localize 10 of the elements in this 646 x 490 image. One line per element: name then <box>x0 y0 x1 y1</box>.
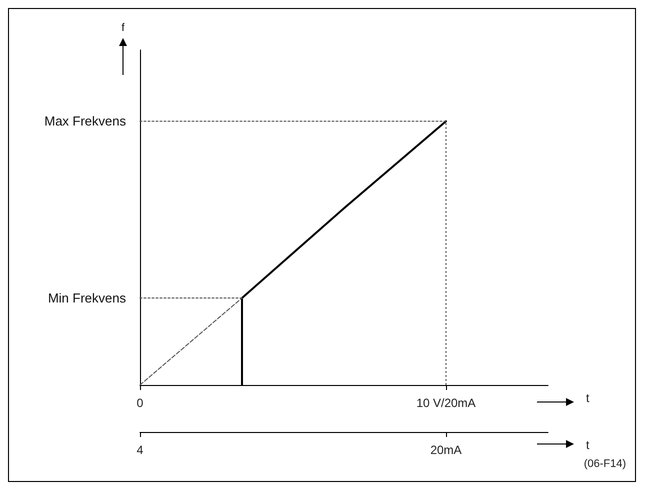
x-tick-label: 0 <box>136 396 144 410</box>
text: f <box>121 22 125 34</box>
text: (06-F14) <box>584 458 626 470</box>
x-axis-title: t <box>586 391 590 405</box>
text: 20mA <box>430 443 462 457</box>
text: Min Frekvens <box>48 290 126 306</box>
text: Max Frekvens <box>44 114 126 129</box>
text: 4 <box>136 443 144 457</box>
x2-axis-title: t <box>586 438 590 452</box>
x-tick-label: 10 V/20mA <box>416 396 476 410</box>
